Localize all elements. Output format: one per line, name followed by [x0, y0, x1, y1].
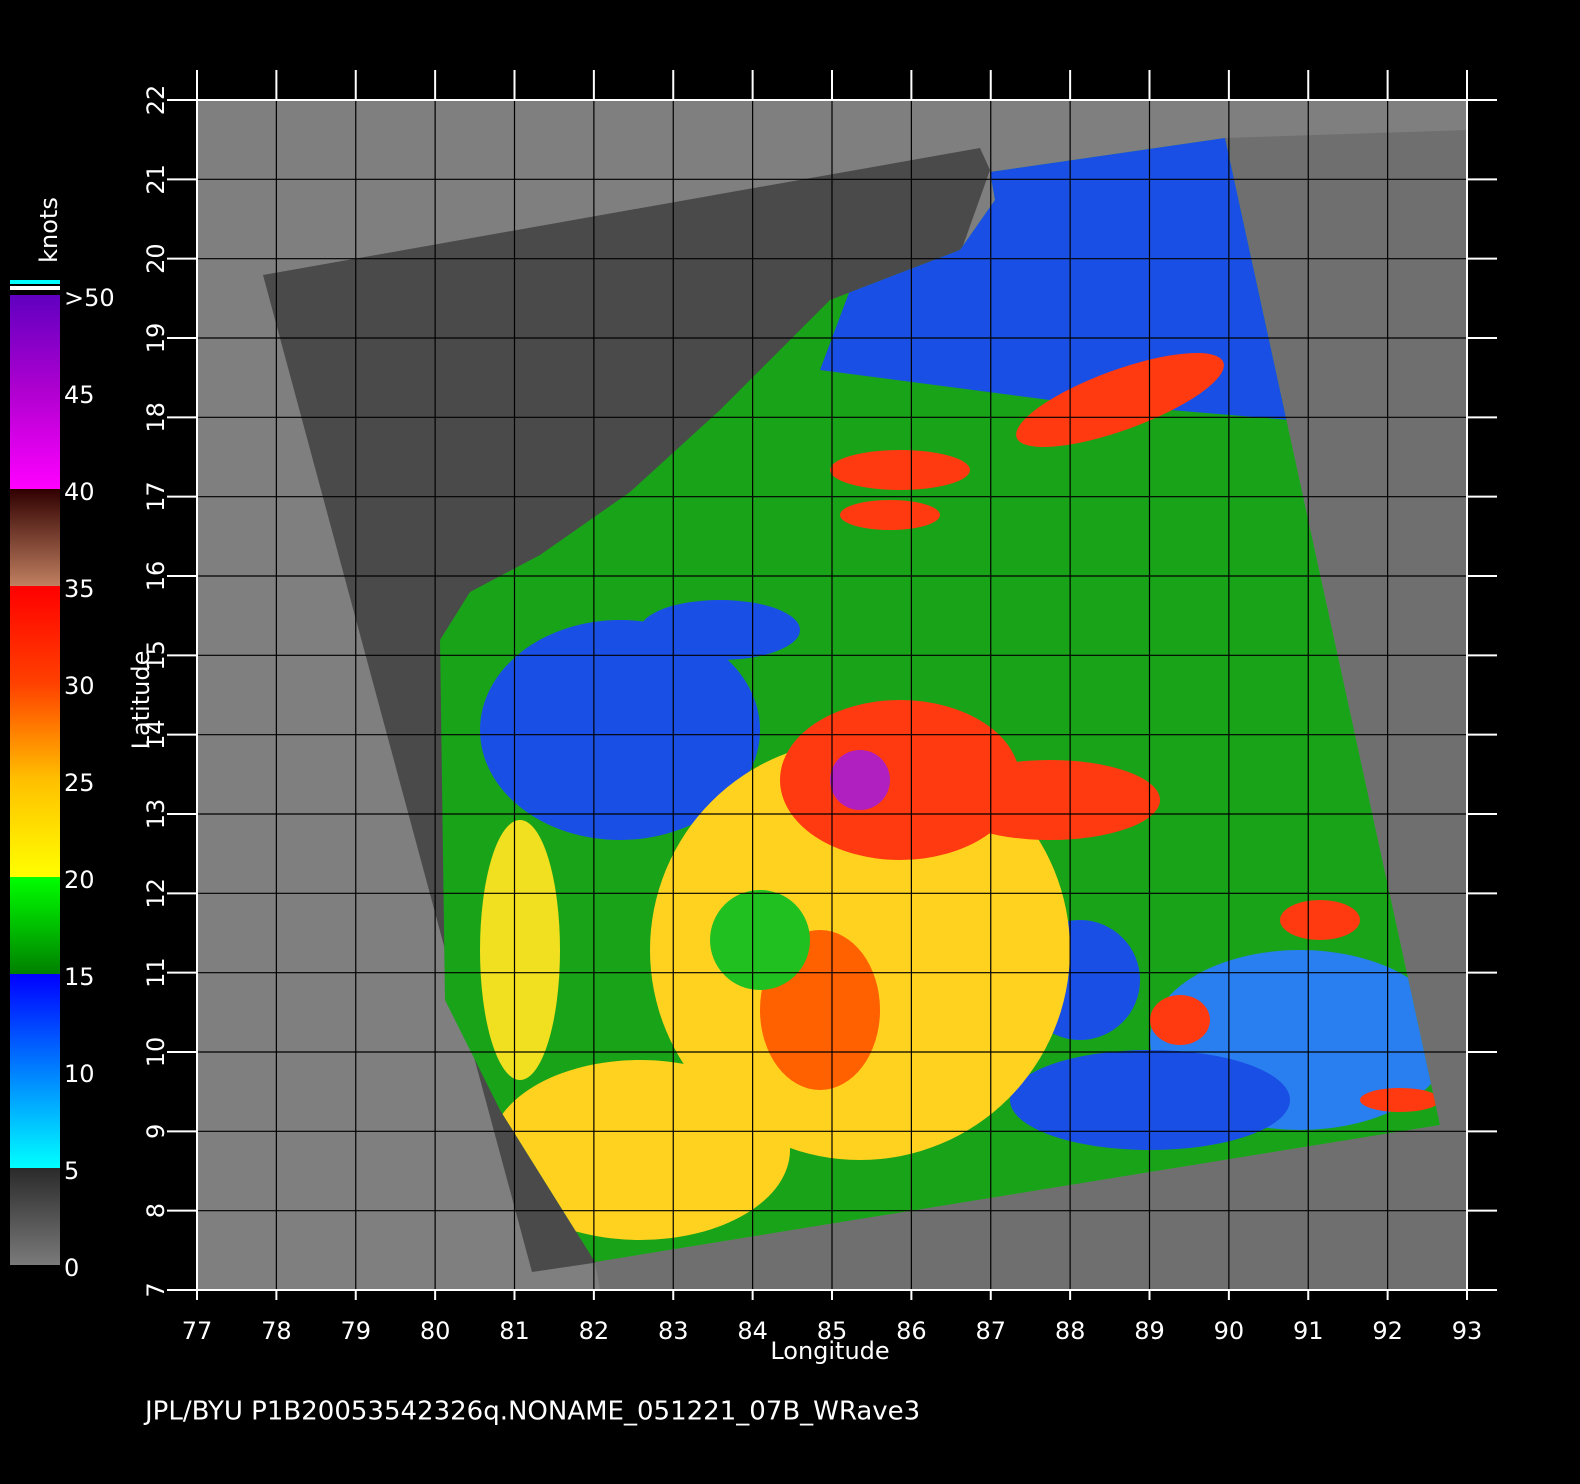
colorbar-label: 15: [64, 963, 95, 991]
model-area: [595, 130, 1467, 1290]
x-tick-label: 77: [182, 1317, 213, 1345]
x-tick-label: 83: [658, 1317, 689, 1345]
y-tick-label: 22: [142, 85, 170, 116]
colorbar-label: 5: [64, 1157, 79, 1185]
colorbar-label: 10: [64, 1060, 95, 1088]
y-tick-label: 21: [142, 164, 170, 195]
colorbar-label: 0: [64, 1254, 79, 1282]
y-tick-label: 18: [142, 402, 170, 433]
y-tick-label: 9: [142, 1124, 170, 1139]
y-tick-label: 7: [142, 1282, 170, 1297]
colorbar-cap: [10, 280, 60, 284]
x-tick-label: 82: [579, 1317, 610, 1345]
y-tick-label: 14: [142, 719, 170, 750]
axes: 77 78 79 80 81 82 83 84 85 86 87 88 89 90 91 92 93789101…: [142, 70, 1497, 1345]
x-tick-label: 87: [975, 1317, 1006, 1345]
x-tick-label: 93: [1452, 1317, 1483, 1345]
footer: JPL/BYU P1B20053542326q.NONAME_051221_07…: [143, 1397, 920, 1427]
x-tick-label: 91: [1293, 1317, 1324, 1345]
colorbar-label: 20: [64, 866, 95, 894]
x-tick-label: 85: [817, 1317, 848, 1345]
colorbar: [10, 295, 60, 1265]
y-axis-label: Latitude: [127, 651, 155, 750]
x-tick-label: 88: [1055, 1317, 1086, 1345]
x-tick-label: 81: [499, 1317, 530, 1345]
x-tick-label: 89: [1134, 1317, 1165, 1345]
colorbar-cap: [10, 286, 60, 290]
colorbar-label: 45: [64, 381, 95, 409]
y-tick-label: 8: [142, 1203, 170, 1218]
x-tick-label: 80: [420, 1317, 451, 1345]
colorbar-label: 30: [64, 672, 95, 700]
wind-swath: [440, 138, 1440, 1262]
y-tick-label: 17: [142, 481, 170, 512]
x-tick-label: 86: [896, 1317, 927, 1345]
y-tick-label: 12: [142, 878, 170, 909]
x-tick-label: 78: [261, 1317, 292, 1345]
y-tick-label: 11: [142, 957, 170, 988]
colorbar-label: 25: [64, 769, 95, 797]
y-tick-label: 20: [142, 243, 170, 274]
colorbar-label: 40: [64, 478, 95, 506]
colorbar-label: >50: [64, 284, 115, 312]
colorbar-unit: knots: [35, 197, 63, 263]
y-tick-label: 19: [142, 323, 170, 354]
y-tick-label: 10: [142, 1037, 170, 1068]
y-tick-label: 15: [142, 640, 170, 671]
x-tick-label: 84: [737, 1317, 768, 1345]
colorbar-label: 35: [64, 575, 95, 603]
x-tick-label: 79: [340, 1317, 371, 1345]
colorbar-ticks: 0 5 10 15 20 25 30 35 40 45 >50: [64, 284, 115, 1282]
x-tick-label: 92: [1372, 1317, 1403, 1345]
x-tick-label: 90: [1214, 1317, 1245, 1345]
y-tick-label: 13: [142, 799, 170, 830]
plot-frame: [196, 99, 1468, 1291]
y-tick-label: 16: [142, 561, 170, 592]
x-axis-label: Longitude: [770, 1337, 889, 1365]
